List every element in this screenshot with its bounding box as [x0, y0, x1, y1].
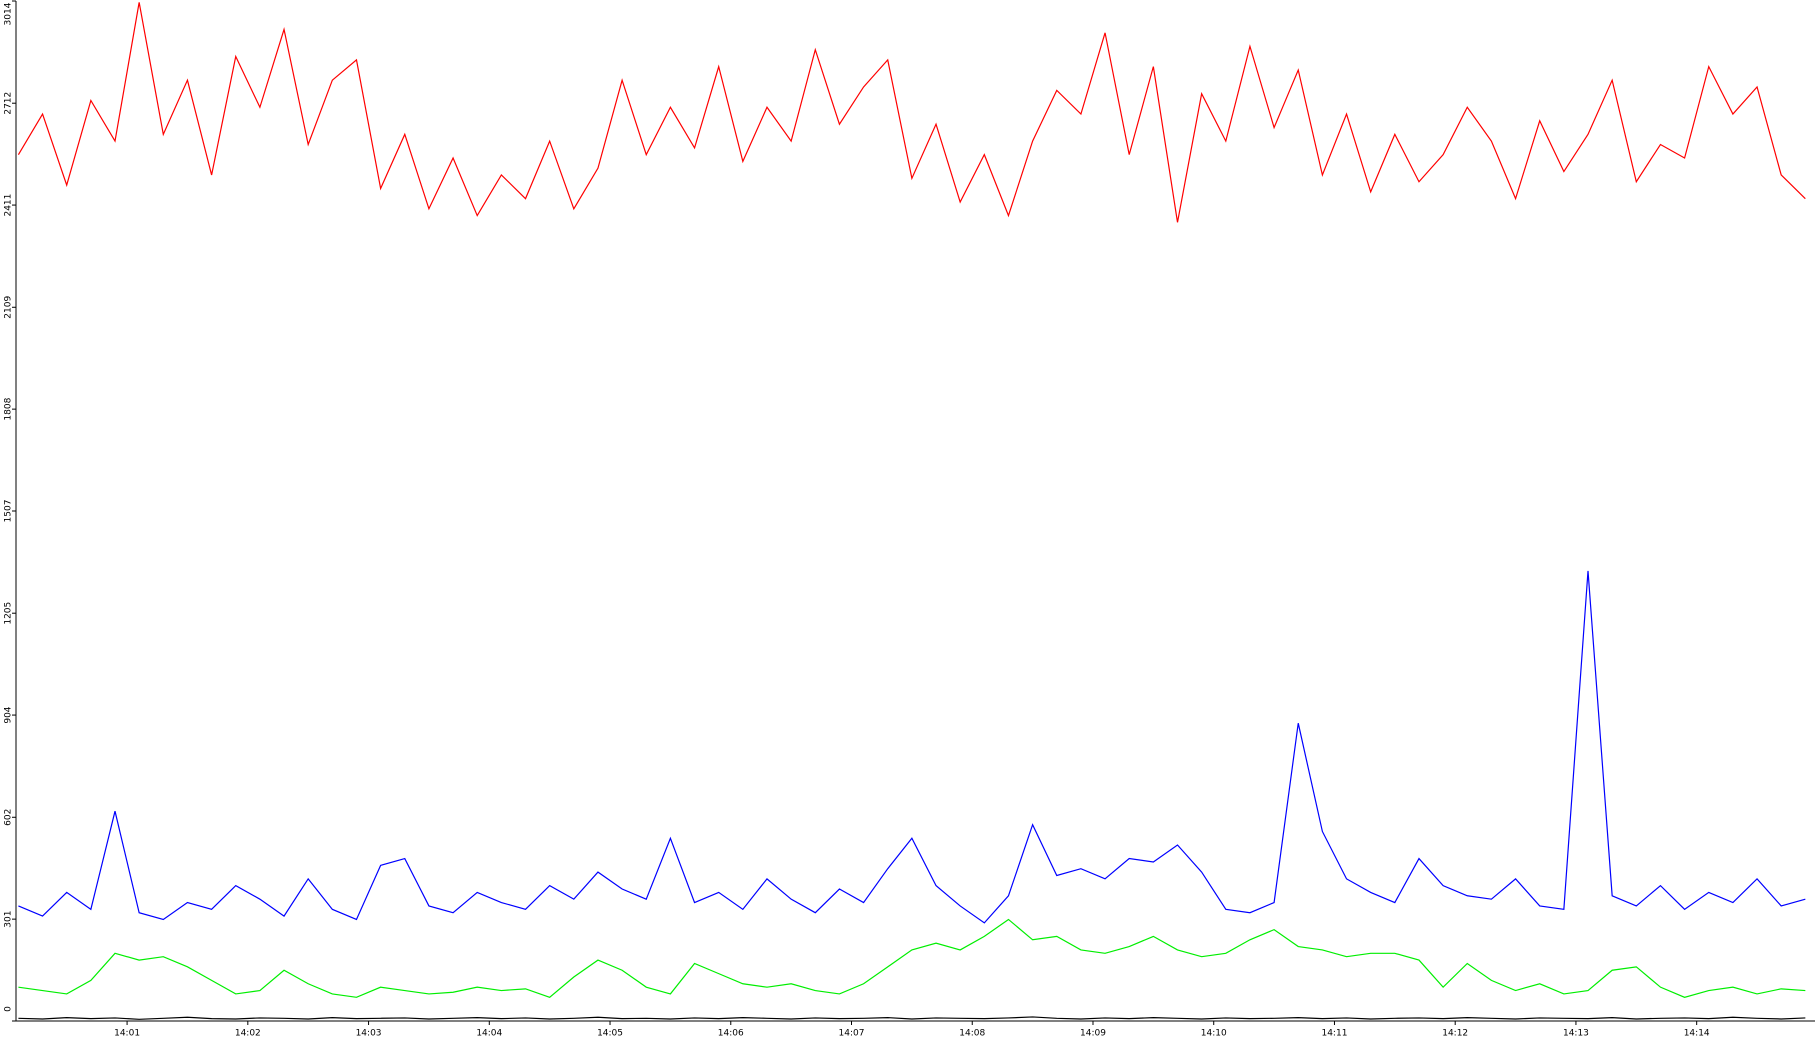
- y-tick-label: 3014: [4, 2, 14, 25]
- y-tick-label: 1205: [4, 602, 14, 625]
- y-tick-label: 2109: [4, 296, 14, 319]
- x-tick-label: 14:02: [235, 1029, 261, 1039]
- x-tick-label: 14:06: [718, 1029, 744, 1039]
- y-tick-label: 1808: [4, 397, 14, 420]
- series-line: [17, 2, 1806, 223]
- y-tick-label: 301: [4, 911, 14, 928]
- x-tick-label: 14:11: [1321, 1029, 1347, 1039]
- x-tick-label: 14:14: [1684, 1029, 1710, 1039]
- y-tick-label: 2712: [4, 92, 14, 115]
- x-tick-label: 14:04: [476, 1029, 502, 1039]
- x-tick-label: 14:10: [1201, 1029, 1227, 1039]
- x-tick-label: 14:05: [597, 1029, 623, 1039]
- x-tick-label: 14:07: [839, 1029, 865, 1039]
- series-line: [18, 918, 1806, 998]
- y-tick-label: 904: [4, 706, 14, 723]
- y-tick-label: 602: [4, 809, 14, 826]
- x-tick-label: 14:08: [959, 1029, 985, 1039]
- x-tick-label: 14:13: [1563, 1029, 1589, 1039]
- x-tick-label: 14:12: [1442, 1029, 1468, 1039]
- series-line: [18, 1016, 1806, 1020]
- y-tick-label: 1507: [4, 500, 14, 523]
- y-tick-label: 0: [4, 1006, 14, 1012]
- x-tick-label: 14:01: [114, 1029, 140, 1039]
- series-line: [18, 570, 1806, 924]
- x-tick-label: 14:03: [356, 1029, 382, 1039]
- y-tick-label: 2411: [4, 194, 14, 217]
- x-tick-label: 14:09: [1080, 1029, 1106, 1039]
